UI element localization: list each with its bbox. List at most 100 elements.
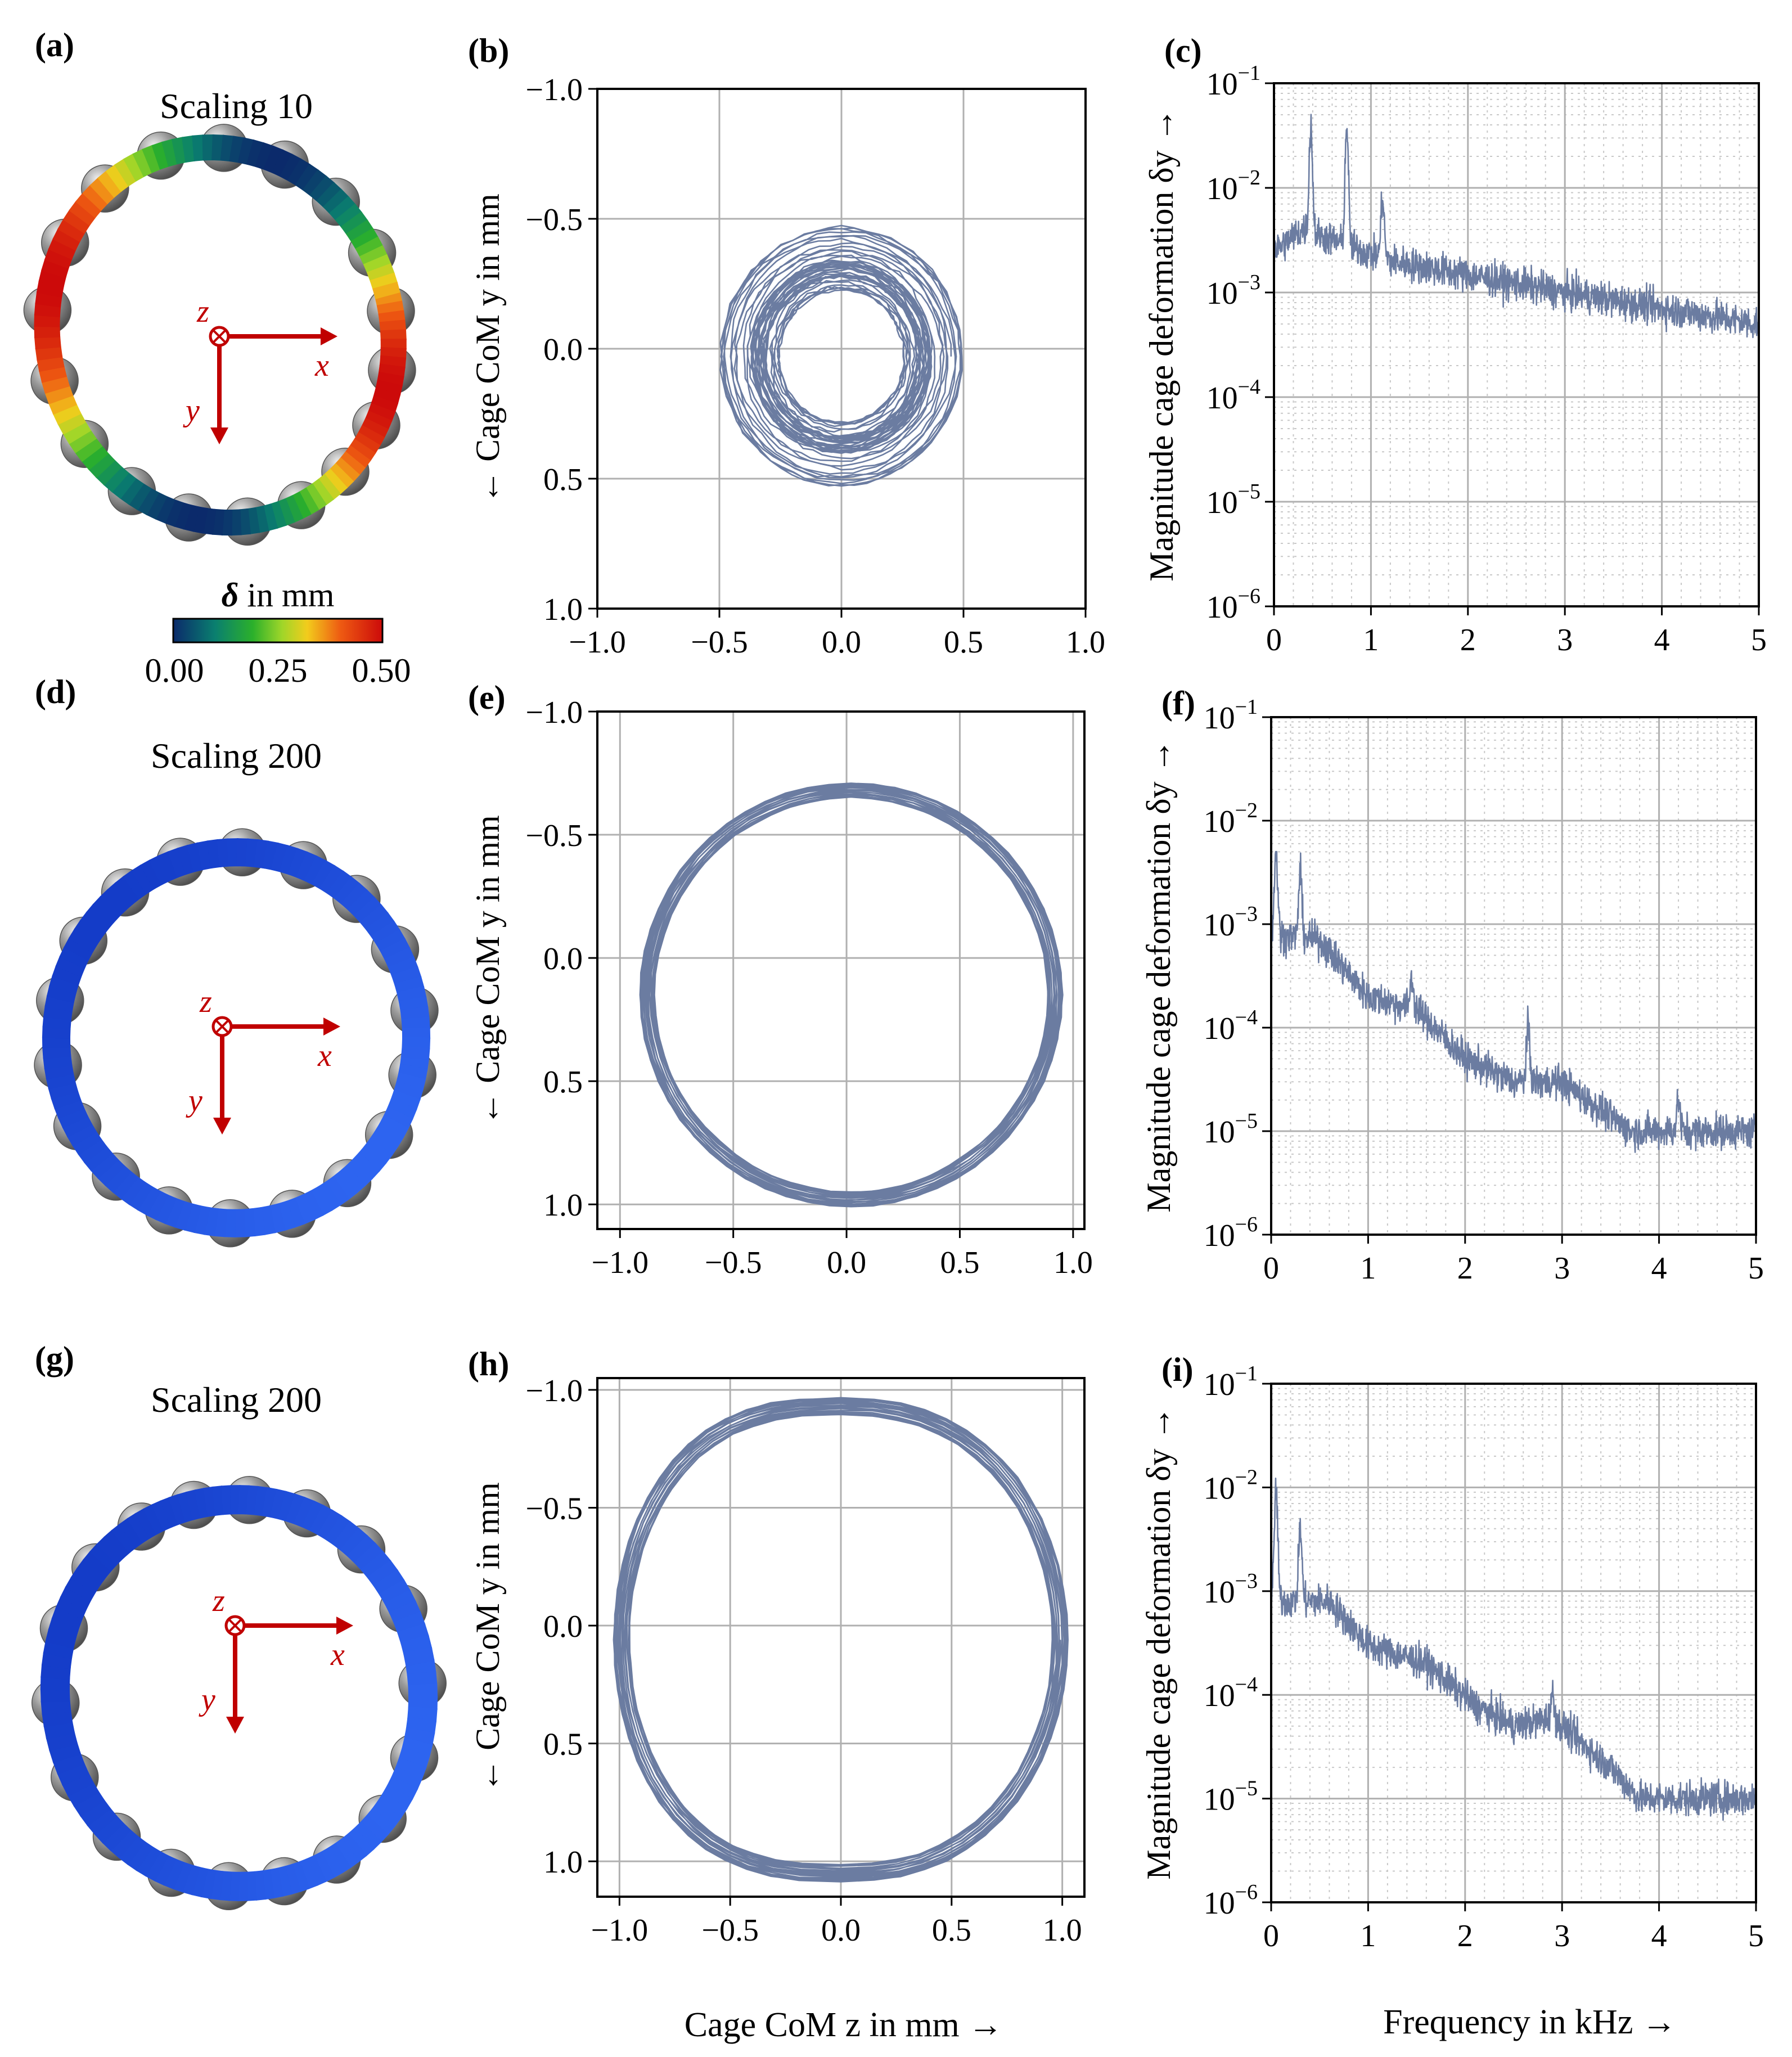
x-tick-label: 1.0	[1066, 625, 1105, 660]
x-tick-label: 0.0	[821, 1913, 861, 1948]
y-tick-label: 10−4	[1204, 1006, 1258, 1046]
x-tick-label: 0.5	[944, 625, 983, 660]
cage-ring-segment	[407, 1706, 438, 1722]
y-tick-label: 10−1	[1206, 61, 1260, 102]
cage-ring-segment	[340, 211, 368, 236]
z-axis-label: z	[212, 1583, 225, 1618]
cage-ring-segment	[276, 1866, 292, 1897]
cage-ring-segment	[403, 1727, 435, 1747]
y-tick-label: 0.0	[543, 942, 583, 976]
cage-ring-segment	[305, 1855, 327, 1886]
data-line-c	[1273, 114, 1759, 339]
cage-ring-segment	[378, 363, 406, 377]
cage-ring-segment	[359, 245, 388, 267]
panel-letter: (i)	[1161, 1351, 1194, 1388]
cage-ring-segment	[96, 1536, 125, 1565]
y-axis-label: y	[183, 393, 200, 428]
cage-ring-segment	[65, 1577, 97, 1602]
x-tick-label: 0.5	[940, 1245, 979, 1280]
cage-ring-segment	[345, 219, 374, 244]
x-tick-label: 4	[1654, 623, 1670, 658]
x-tick-label: 3	[1554, 1251, 1570, 1286]
chart-b: −1.0 −0.5 0.0 0.5 1.0−1.0−0.50.00.51.0← Cage…	[468, 32, 1105, 660]
y-tick-label: 10−3	[1204, 1569, 1258, 1610]
cage-ring-segment	[48, 238, 77, 260]
cage-ring-segment	[82, 184, 110, 211]
cage-ring-segment	[386, 1775, 418, 1800]
z-cross-stroke	[228, 1619, 242, 1632]
panel-letter: (b)	[468, 32, 509, 69]
x-axis-label: x	[330, 1637, 345, 1672]
y-tick-label: −1.0	[525, 1374, 583, 1408]
panel-letter: (f)	[1161, 685, 1195, 722]
x-tick-label: 0	[1266, 623, 1282, 658]
y-tick-label: 10−6	[1204, 1880, 1258, 1921]
x-axis-label-frequency: Frequency in kHz →	[1383, 2003, 1677, 2041]
x-tick-label: 4	[1651, 1251, 1667, 1286]
z-axis-label: z	[199, 984, 212, 1019]
chart-e: −1.0 −0.5 0.0 0.5 1.0−1.0−0.50.00.51.0← Cage…	[468, 679, 1093, 1280]
cage-ring-segment	[119, 1518, 145, 1549]
cage-ring-segment	[52, 228, 82, 251]
cage-ring-segment	[70, 1567, 102, 1594]
x-tick-label: 2	[1457, 1919, 1473, 1954]
y-tick-label: 10−1	[1204, 1362, 1258, 1402]
cage-ring-segment	[75, 192, 103, 218]
cage-ring-segment	[186, 1489, 202, 1520]
y-tick-label: 1.0	[543, 1188, 583, 1223]
axes-frame	[1270, 716, 1757, 1236]
y-tick-label: 10−3	[1206, 271, 1260, 311]
cage-ring-segment	[364, 410, 393, 430]
y-tick-label: −0.5	[525, 1492, 583, 1527]
cage-ring-segment	[353, 1821, 382, 1850]
cage-ring-segment	[38, 269, 67, 288]
x-axis-label: x	[314, 348, 329, 383]
cage-renderings: (a) Scaling 10 z x y (d) Scaling 200 z x y (g) Scal…	[23, 26, 447, 1911]
cage-ring-segment	[97, 170, 123, 198]
y-tick-label: 10−6	[1206, 584, 1260, 625]
cage-ring-segment	[41, 258, 70, 278]
panel-letter: (h)	[468, 1345, 509, 1383]
x-tick-label: 1	[1360, 1251, 1376, 1286]
cage-ring-segment	[398, 1747, 430, 1769]
y-arrowhead	[213, 1118, 231, 1135]
cage-ring-segment	[44, 248, 73, 269]
cage-ring-segment	[401, 1738, 433, 1758]
cage-ring-segment	[40, 1687, 70, 1703]
y-tick-label: 10−1	[1204, 695, 1258, 736]
axes-frame	[1273, 82, 1760, 607]
y-arrowhead	[210, 427, 228, 444]
chart-i: 0 1 2 3 4 5 10−6 10−5 10−4 10−3 10−2 10−1 Magnitude …	[1140, 1351, 1764, 1954]
y-tick-label: 0.0	[543, 1609, 583, 1644]
x-tick-label: 1	[1360, 1919, 1376, 1954]
cage-ring-segment	[34, 302, 61, 318]
cage-ring-segment	[132, 148, 154, 177]
cage-ring-segment	[40, 1676, 70, 1691]
colorbar-tick-label: 0.25	[249, 652, 308, 689]
cage-panel-g: (g) Scaling 200 z x y	[31, 1340, 447, 1911]
cage-ring-segment	[359, 1815, 389, 1843]
cage-ring-segment	[48, 1617, 80, 1639]
cage-ring-segment	[355, 236, 384, 259]
x-tick-label: 0.0	[827, 1245, 866, 1280]
cage-ring-segment	[151, 1500, 173, 1532]
x-tick-label: 2	[1457, 1251, 1473, 1286]
cage-ring-segment	[43, 1640, 75, 1659]
cage-ring-segment	[298, 1858, 318, 1889]
cage-ring-segment	[177, 1491, 195, 1523]
cage-ring-segment	[378, 310, 406, 325]
chart-h: −1.0 −0.5 0.0 0.5 1.0−1.0−0.50.00.51.0← Cage…	[468, 1345, 1086, 1948]
chart-c: 0 1 2 3 4 5 10−6 10−5 10−4 10−3 10−2 10−1 Magnitude …	[1143, 32, 1767, 658]
cage-ring-segment	[353, 431, 381, 454]
colorbar: δ in mm 0.00 0.25 0.50	[145, 577, 411, 689]
cage-ring-segment	[370, 395, 399, 413]
y-axis-label: ← Cage CoM y in mm	[469, 1482, 506, 1793]
y-tick-label: −0.5	[525, 202, 583, 237]
cage-ring-segment	[366, 263, 395, 283]
y-tick-label: 10−4	[1204, 1673, 1258, 1713]
x-tick-label: 5	[1748, 1251, 1764, 1286]
cage-ring-segment	[376, 1792, 408, 1819]
x-tick-label: 1.0	[1043, 1913, 1082, 1948]
z-axis-label: z	[196, 294, 209, 329]
cage-ring-segment	[365, 1807, 395, 1835]
